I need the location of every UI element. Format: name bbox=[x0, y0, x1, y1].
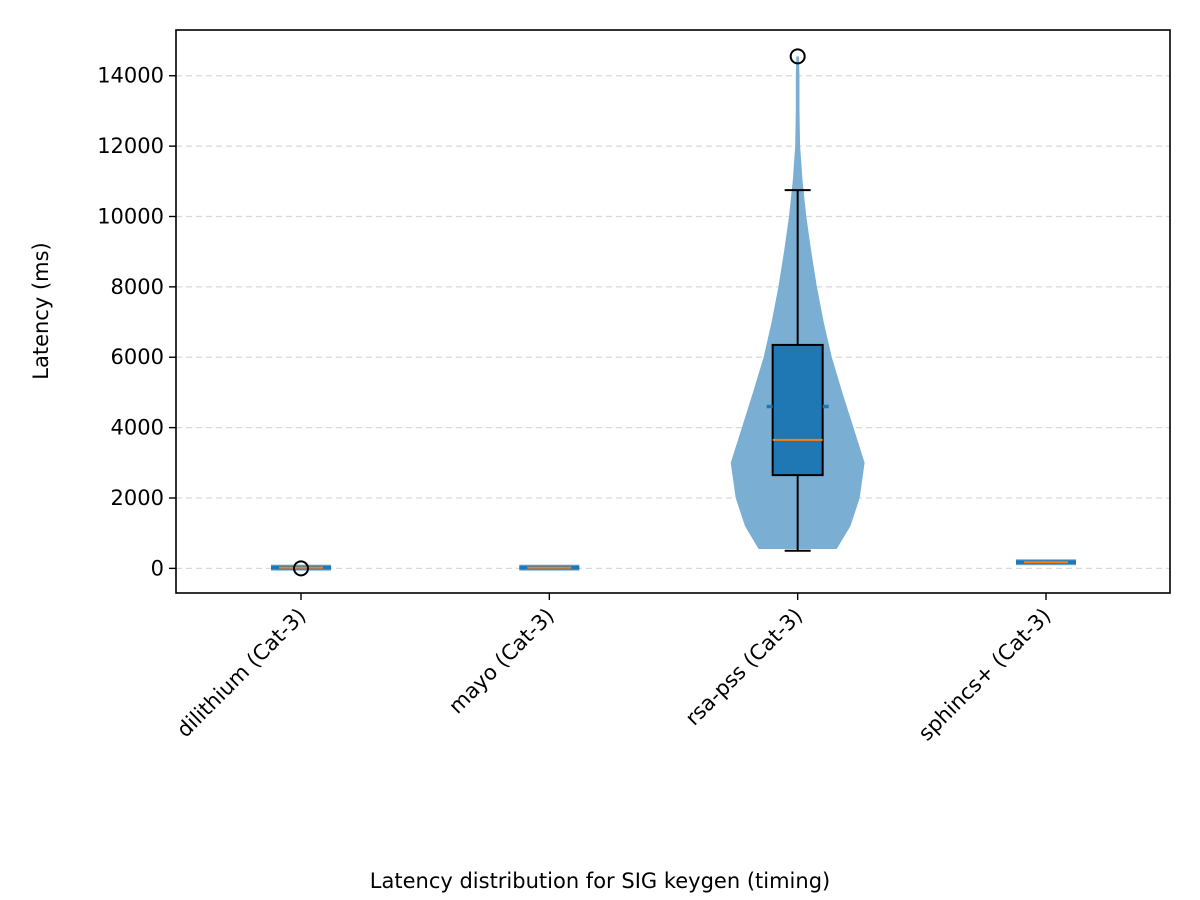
outlier-point bbox=[293, 560, 309, 577]
y-tick-label: 12000 bbox=[97, 134, 164, 158]
y-tick-label: 8000 bbox=[111, 275, 164, 299]
y-tick-label: 10000 bbox=[97, 204, 164, 228]
y-tick-label: 14000 bbox=[97, 64, 164, 88]
x-tick-label: sphincs+ (Cat-3) bbox=[914, 604, 1056, 746]
outlier-point bbox=[789, 48, 806, 65]
x-axis-title: Latency distribution for SIG keygen (tim… bbox=[370, 869, 830, 893]
violin-layer bbox=[271, 56, 1076, 571]
plot-frame bbox=[175, 29, 1171, 594]
y-tick-label: 6000 bbox=[111, 345, 164, 369]
box-layer bbox=[271, 48, 1076, 577]
grid-layer bbox=[176, 75, 1170, 569]
x-tick-label: rsa-pss (Cat-3) bbox=[681, 604, 808, 731]
box-iqr bbox=[771, 343, 824, 477]
x-tick-label: mayo (Cat-3) bbox=[444, 604, 559, 719]
x-axis: dilithium (Cat-3) mayo (Cat-3) rsa-pss (Ca… bbox=[172, 593, 1056, 746]
x-tick-label: dilithium (Cat-3) bbox=[172, 604, 310, 742]
y-axis-title: Latency (ms) bbox=[29, 242, 53, 379]
y-tick-label: 2000 bbox=[111, 486, 164, 510]
y-axis: 0 2000 4000 6000 8000 10000 12000 14000 bbox=[97, 64, 176, 580]
y-tick-label: 4000 bbox=[111, 416, 164, 440]
y-tick-label: 0 bbox=[151, 556, 164, 580]
